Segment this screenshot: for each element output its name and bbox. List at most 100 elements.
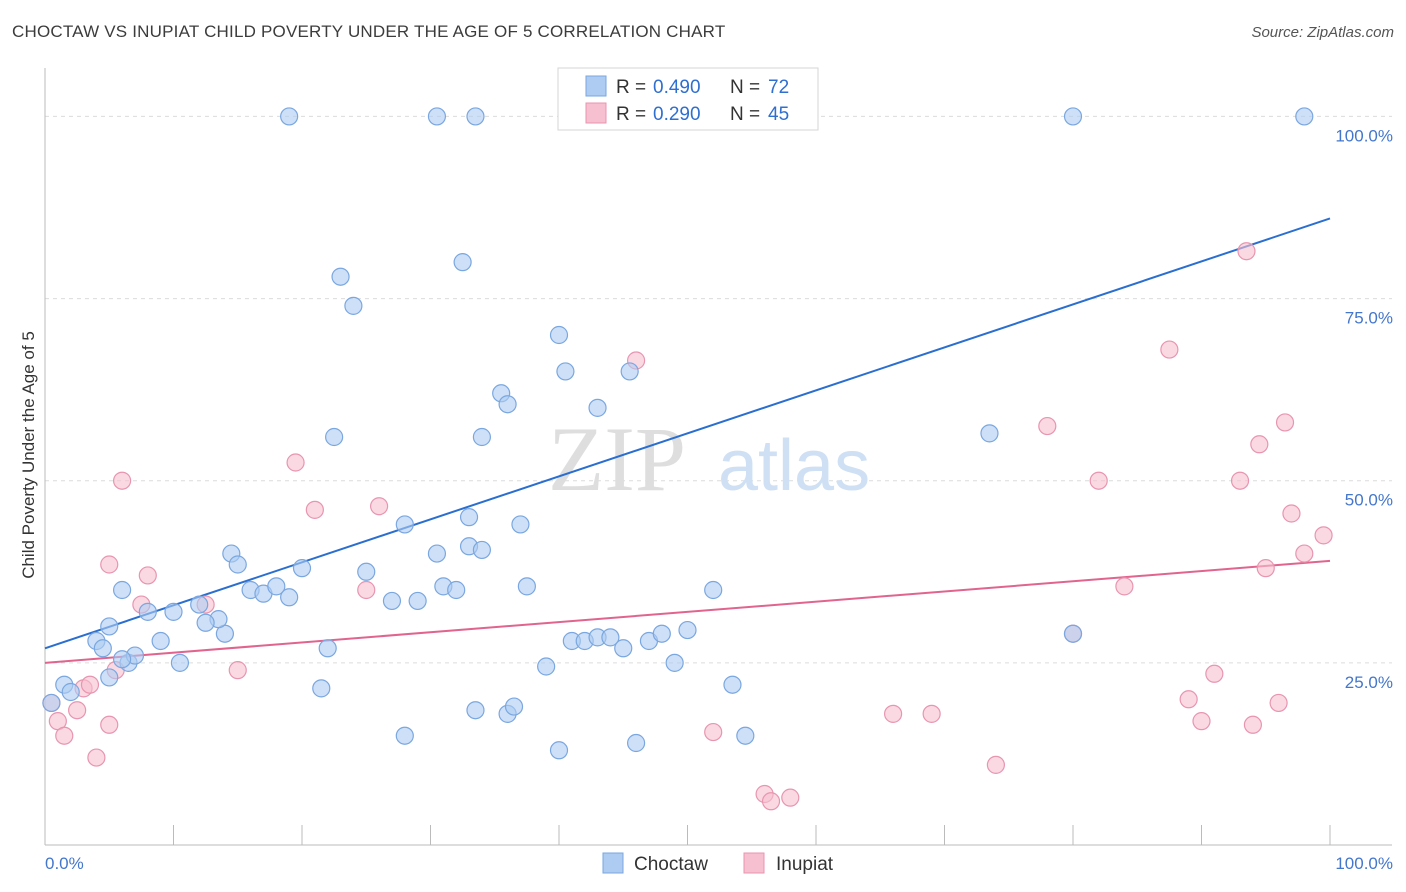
point-choctaw-60: [736, 726, 755, 745]
point-inupiat-25: [922, 704, 941, 723]
trend-lines: [44, 217, 1331, 664]
point-choctaw-30: [357, 562, 376, 581]
legend-r-label-1: R =: [616, 104, 646, 125]
legend-r-value-0: 0.490: [653, 77, 701, 98]
bottom-legend: Choctaw Inupiat: [602, 852, 834, 875]
point-choctaw-74: [498, 395, 517, 414]
point-choctaw-37: [447, 580, 466, 600]
points: [42, 107, 1333, 811]
point-choctaw-13: [112, 650, 132, 669]
point-inupiat-8: [100, 715, 119, 734]
point-choctaw-47: [556, 362, 575, 381]
point-choctaw-34: [408, 591, 427, 611]
point-choctaw-6: [112, 580, 132, 600]
x-tick-labels: 0.0% 100.0%: [45, 854, 1393, 873]
x-tick-label-0: 0.0%: [45, 854, 84, 873]
point-inupiat-41: [1275, 413, 1295, 432]
point-inupiat-22: [761, 792, 781, 811]
point-choctaw-26: [312, 679, 331, 698]
point-choctaw-56: [665, 653, 684, 672]
point-choctaw-44: [517, 577, 536, 596]
legend-n-value-0: 72: [768, 77, 789, 98]
point-inupiat-44: [1314, 526, 1333, 545]
point-choctaw-59: [723, 675, 742, 694]
point-choctaw-32: [395, 515, 414, 534]
grid-lines: [45, 115, 1392, 664]
point-choctaw-23: [267, 577, 286, 596]
point-inupiat-23: [781, 788, 800, 807]
point-choctaw-66: [453, 253, 472, 272]
watermark-zip: ZIP: [548, 408, 686, 510]
point-inupiat-32: [1179, 690, 1198, 709]
point-choctaw-9: [151, 631, 170, 651]
point-choctaw-33: [395, 726, 414, 745]
point-inupiat-18: [370, 497, 389, 516]
point-choctaw-5: [93, 639, 112, 658]
legend-r-value-1: 0.290: [653, 104, 701, 125]
point-inupiat-34: [1205, 664, 1224, 683]
point-inupiat-26: [986, 755, 1006, 774]
source-label: Source: ZipAtlas.com: [1251, 24, 1394, 41]
y-tick-label-1: 50.0%: [1345, 491, 1393, 510]
bottom-legend-swatch-inupiat: [743, 852, 765, 874]
legend-box: R = 0.490 N = 72 R = 0.290 N = 45: [557, 67, 819, 131]
point-choctaw-25: [292, 559, 312, 578]
point-inupiat-43: [1295, 544, 1314, 563]
point-choctaw-61: [280, 107, 299, 126]
bottom-legend-swatch-choctaw: [602, 852, 624, 874]
point-inupiat-35: [1230, 471, 1250, 490]
point-inupiat-38: [1250, 435, 1269, 454]
point-inupiat-2: [55, 726, 74, 745]
point-choctaw-71: [588, 398, 607, 417]
y-tick-label-3: 100.0%: [1335, 126, 1393, 145]
point-choctaw-75: [459, 508, 479, 527]
point-choctaw-28: [331, 267, 350, 286]
point-inupiat-29: [1089, 471, 1108, 490]
trend-line-inupiat: [44, 559, 1331, 664]
legend-n-value-1: 45: [768, 104, 789, 125]
legend-r-label-0: R =: [616, 77, 646, 98]
point-choctaw-20: [228, 555, 247, 574]
point-inupiat-16: [305, 500, 324, 519]
bottom-legend-inupiat: Inupiat: [776, 854, 834, 875]
point-inupiat-14: [228, 661, 247, 680]
point-choctaw-39: [466, 701, 485, 720]
point-inupiat-6: [87, 748, 106, 767]
bottom-legend-choctaw: Choctaw: [634, 854, 708, 875]
point-choctaw-57: [678, 620, 697, 640]
point-inupiat-5: [80, 675, 100, 694]
point-inupiat-37: [1243, 715, 1263, 734]
point-choctaw-67: [620, 362, 639, 381]
point-choctaw-62: [427, 107, 447, 126]
point-choctaw-29: [344, 296, 363, 315]
point-choctaw-65: [1295, 107, 1314, 126]
y-tick-label-2: 75.0%: [1345, 309, 1393, 328]
point-choctaw-0: [42, 693, 61, 713]
axes: [44, 68, 1392, 846]
point-inupiat-33: [1192, 712, 1211, 731]
point-choctaw-68: [980, 424, 999, 443]
point-inupiat-15: [286, 453, 305, 472]
y-tick-labels: 25.0% 50.0% 75.0% 100.0%: [1335, 126, 1393, 691]
point-inupiat-12: [138, 566, 157, 585]
x-tick-label-1: 100.0%: [1335, 854, 1393, 873]
point-choctaw-70: [549, 325, 569, 345]
point-inupiat-7: [100, 555, 119, 574]
point-choctaw-31: [382, 591, 402, 611]
point-choctaw-72: [325, 427, 344, 447]
point-inupiat-20: [704, 722, 723, 742]
point-choctaw-10: [170, 653, 190, 672]
point-choctaw-8: [138, 602, 157, 621]
point-inupiat-36: [1237, 242, 1256, 261]
point-inupiat-40: [1269, 693, 1288, 713]
legend-n-label-1: N =: [730, 104, 760, 125]
y-axis-title: Child Poverty Under the Age of 5: [19, 331, 38, 579]
chart-title: CHOCTAW VS INUPIAT CHILD POVERTY UNDER T…: [12, 22, 726, 41]
point-choctaw-52: [614, 639, 633, 658]
legend-swatch-inupiat: [585, 102, 607, 124]
point-choctaw-27: [318, 639, 337, 658]
legend-n-label-0: N =: [730, 77, 760, 98]
y-tick-label-0: 25.0%: [1345, 673, 1393, 692]
point-inupiat-17: [357, 580, 376, 600]
